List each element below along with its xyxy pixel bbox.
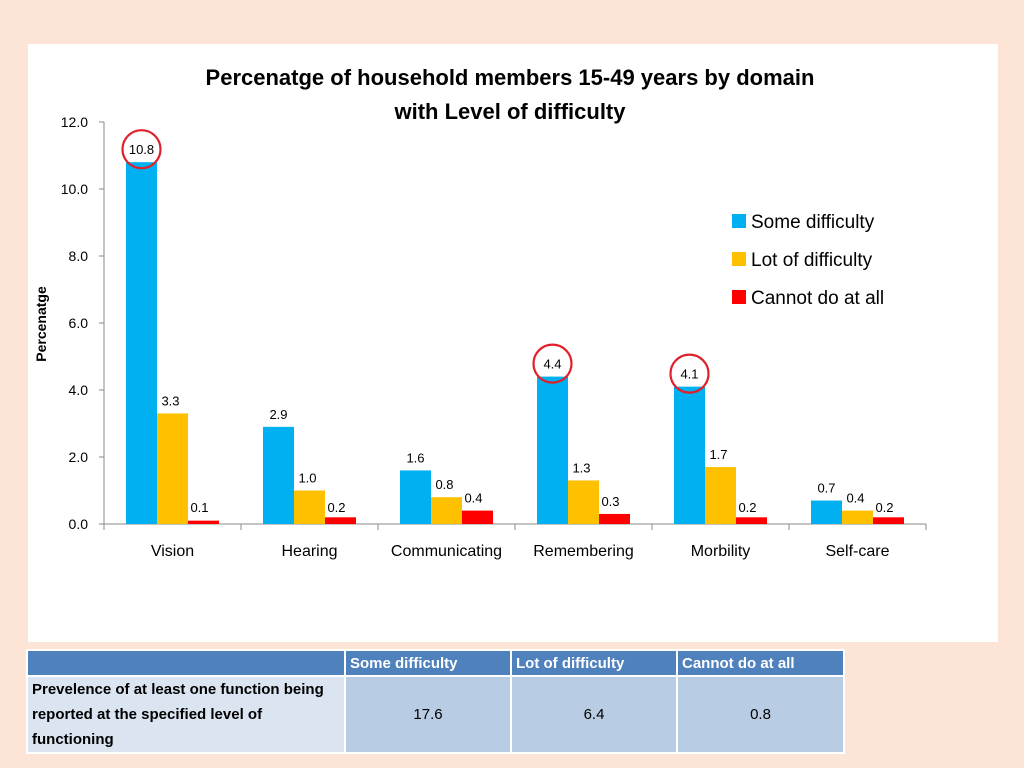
bar-lot-of-difficulty: [294, 490, 325, 524]
data-label: 0.1: [190, 500, 208, 515]
data-label: 0.2: [875, 500, 893, 515]
bar-cannot-do-at-all: [325, 517, 356, 524]
y-tick-label: 10.0: [61, 181, 88, 197]
data-label: 0.7: [817, 481, 835, 496]
chart-title-line: Percenatge of household members 15-49 ye…: [206, 65, 815, 90]
bar-some-difficulty: [263, 426, 294, 524]
data-label: 4.1: [680, 367, 698, 382]
bar-cannot-do-at-all: [736, 517, 767, 524]
y-tick-label: 8.0: [69, 248, 89, 264]
legend-label: Lot of difficulty: [751, 250, 873, 271]
legend-label: Cannot do at all: [751, 288, 884, 309]
data-label: 0.4: [464, 491, 482, 506]
table-header-lot-of-difficulty: Lot of difficulty: [510, 649, 678, 677]
legend-swatch: [732, 214, 746, 228]
x-category-label: Vision: [151, 543, 194, 560]
data-label: 0.2: [327, 500, 345, 515]
table-header-column1: Column1: [26, 649, 346, 677]
y-tick-label: 4.0: [69, 382, 89, 398]
bar-some-difficulty: [811, 500, 842, 524]
data-label: 1.6: [406, 450, 424, 465]
bar-lot-of-difficulty: [705, 467, 736, 524]
data-label: 3.3: [161, 393, 179, 408]
bar-cannot-do-at-all: [873, 517, 904, 524]
x-category-label: Hearing: [281, 543, 337, 560]
bar-lot-of-difficulty: [431, 497, 462, 524]
table-header-cannot-do: Cannot do at all: [676, 649, 845, 677]
legend-label: Some difficulty: [751, 212, 875, 233]
table-header-some-difficulty: Some difficulty: [344, 649, 512, 677]
table-cell-lot-of-difficulty: 6.4: [510, 675, 678, 754]
bar-some-difficulty: [400, 470, 431, 524]
legend-swatch: [732, 290, 746, 304]
highlight-circle: [121, 129, 162, 170]
chart-title-line: with Level of difficulty: [393, 99, 626, 124]
data-label: 0.8: [435, 477, 453, 492]
chart-panel: Percenatge of household members 15-49 ye…: [28, 44, 998, 642]
table-row-label: Prevelence of at least one function bein…: [26, 675, 346, 754]
bar-cannot-do-at-all: [188, 520, 219, 524]
x-category-label: Self-care: [825, 543, 889, 560]
bar-cannot-do-at-all: [462, 510, 493, 524]
bar-some-difficulty: [674, 386, 705, 524]
highlight-circle: [532, 343, 573, 384]
data-label: 1.7: [709, 447, 727, 462]
y-tick-label: 12.0: [61, 114, 88, 130]
y-tick-label: 0.0: [69, 516, 89, 532]
bar-lot-of-difficulty: [157, 413, 188, 524]
data-label: 0.3: [601, 494, 619, 509]
table-header-row: Column1 Some difficulty Lot of difficult…: [26, 649, 845, 677]
bar-cannot-do-at-all: [599, 513, 630, 524]
x-category-label: Remembering: [533, 543, 633, 560]
y-axis-label: Percenatge: [33, 286, 49, 362]
x-category-label: Morbility: [691, 543, 751, 560]
data-label: 1.3: [572, 460, 590, 475]
table-cell-cannot-do: 0.8: [676, 675, 845, 754]
table-cell-some-difficulty: 17.6: [344, 675, 512, 754]
bar-chart: Percenatge of household members 15-49 ye…: [33, 65, 927, 560]
data-label: 0.4: [846, 491, 864, 506]
y-tick-label: 2.0: [69, 449, 89, 465]
bar-some-difficulty: [537, 376, 568, 524]
data-label: 0.2: [738, 500, 756, 515]
data-label: 4.4: [543, 357, 561, 372]
bar-lot-of-difficulty: [568, 480, 599, 524]
bar-some-difficulty: [126, 162, 157, 524]
data-label: 2.9: [269, 407, 287, 422]
legend-swatch: [732, 252, 746, 266]
table-row: Prevelence of at least one function bein…: [26, 675, 845, 754]
bar-lot-of-difficulty: [842, 510, 873, 524]
highlight-circle: [669, 353, 710, 394]
y-tick-label: 6.0: [69, 315, 89, 331]
x-category-label: Communicating: [391, 543, 502, 560]
data-label: 10.8: [129, 142, 154, 157]
summary-table: Column1 Some difficulty Lot of difficult…: [26, 649, 845, 754]
data-label: 1.0: [298, 471, 316, 486]
